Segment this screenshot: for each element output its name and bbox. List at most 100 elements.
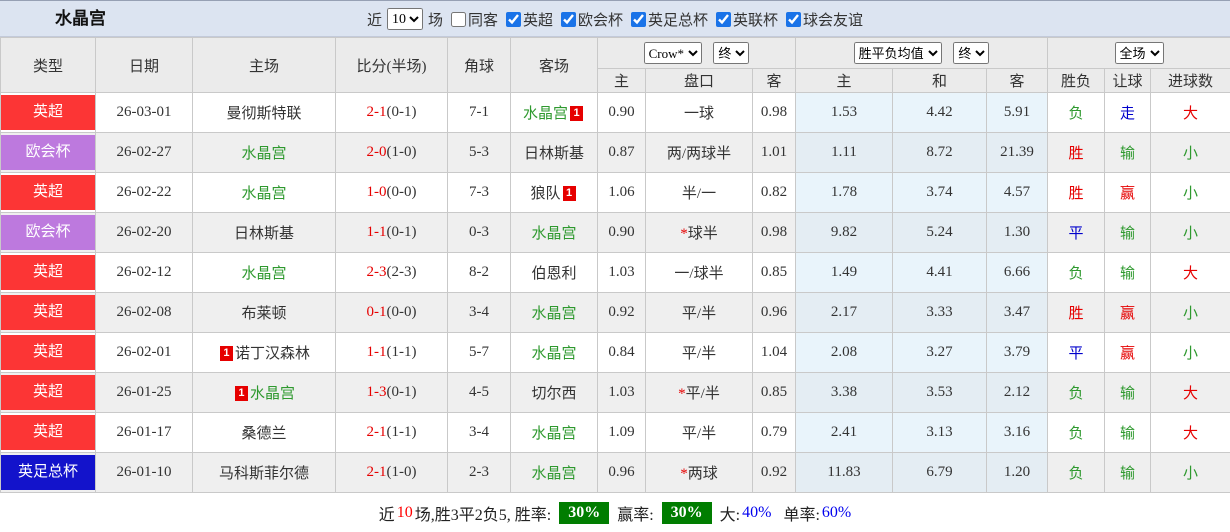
handicap-text: 球半 xyxy=(688,226,718,242)
same-away-checkbox[interactable] xyxy=(451,12,466,27)
full-time-score: 2-3 xyxy=(367,264,387,280)
full-time-score: 2-1 xyxy=(367,424,387,440)
header-home: 主场 xyxy=(193,38,336,93)
handicap-odds-away: 1.01 xyxy=(753,133,796,173)
league-badge: 英超 xyxy=(1,335,95,370)
away-team-name: 水晶宫 xyxy=(531,306,576,322)
top-bar: 水晶宫 近 10 场 同客 英超 欧会杯 英足总杯 英联杯 球会友谊 xyxy=(0,0,1230,37)
handicap-odds-away: 1.04 xyxy=(753,333,796,373)
handicap-time-select[interactable]: 终 xyxy=(713,42,749,64)
corner-score: 3-4 xyxy=(448,293,511,333)
header-corner: 角球 xyxy=(448,38,511,93)
handicap-odds-away: 0.92 xyxy=(753,453,796,493)
league-cell: 英超 xyxy=(1,373,96,413)
full-time-score: 2-1 xyxy=(367,464,387,480)
handicap-result-indicator: 走 xyxy=(1105,93,1151,133)
red-card-badge: 1 xyxy=(563,186,576,201)
league-cell: 英超 xyxy=(1,253,96,293)
league-cell: 英超 xyxy=(1,293,96,333)
single-rate-label: 单率: xyxy=(783,501,819,525)
match-row: 英超 26-02-12 水晶宫 2-3(2-3) 8-2 伯恩利 1.03 一/… xyxy=(1,253,1230,293)
avg-odds-draw: 4.42 xyxy=(893,93,987,133)
filter-same-away[interactable]: 同客 xyxy=(445,9,498,30)
half-time-score: (0-1) xyxy=(387,224,417,240)
score-cell: 2-1(0-1) xyxy=(336,93,448,133)
league-cup-checkbox[interactable] xyxy=(716,12,731,27)
avg-odds-away: 5.91 xyxy=(987,93,1048,133)
filter-premier-league[interactable]: 英超 xyxy=(500,9,553,30)
star-marker: * xyxy=(680,466,688,482)
handicap-line: 两/两球半 xyxy=(646,133,753,173)
home-team: 日林斯基 xyxy=(193,213,336,253)
away-team-name: 水晶宫 xyxy=(523,106,568,122)
handicap-result-indicator: 赢 xyxy=(1105,333,1151,373)
friendly-checkbox[interactable] xyxy=(786,12,801,27)
match-date: 26-02-20 xyxy=(96,213,193,253)
handicap-odds-home: 0.90 xyxy=(598,93,646,133)
home-team-name: 马科斯菲尔德 xyxy=(219,466,309,482)
handicap-result-indicator: 赢 xyxy=(1105,293,1151,333)
avg-odds-draw: 3.27 xyxy=(893,333,987,373)
half-time-score: (1-1) xyxy=(387,344,417,360)
fa-cup-checkbox[interactable] xyxy=(631,12,646,27)
scope-select[interactable]: 全场 xyxy=(1115,42,1164,64)
avg-odds-away: 21.39 xyxy=(987,133,1048,173)
league-badge: 英足总杯 xyxy=(1,455,95,490)
league-cell: 英超 xyxy=(1,413,96,453)
away-team-name: 狼队 xyxy=(530,186,560,202)
subheader-handicap-result: 让球 xyxy=(1105,69,1151,93)
conference-league-checkbox[interactable] xyxy=(561,12,576,27)
full-time-score: 1-1 xyxy=(367,344,387,360)
subheader-handicap-away: 客 xyxy=(753,69,796,93)
score-cell: 2-1(1-1) xyxy=(336,413,448,453)
avg-time-select[interactable]: 终 xyxy=(953,42,989,64)
premier-league-checkbox[interactable] xyxy=(506,12,521,27)
avg-odds-draw: 3.33 xyxy=(893,293,987,333)
summary-prefix: 近 xyxy=(379,501,395,525)
home-team: 水晶宫 xyxy=(193,173,336,213)
corner-score: 2-3 xyxy=(448,453,511,493)
score-cell: 1-1(0-1) xyxy=(336,213,448,253)
home-team: 曼彻斯特联 xyxy=(193,93,336,133)
avg-odds-select[interactable]: 胜平负均值 xyxy=(854,42,942,64)
home-team: 桑德兰 xyxy=(193,413,336,453)
corner-score: 4-5 xyxy=(448,373,511,413)
avg-odds-draw: 3.53 xyxy=(893,373,987,413)
score-cell: 1-3(0-1) xyxy=(336,373,448,413)
filter-friendly[interactable]: 球会友谊 xyxy=(780,9,863,30)
league-badge: 英超 xyxy=(1,415,95,450)
odds-company-select[interactable]: Crow* xyxy=(644,42,702,64)
avg-odds-home: 1.53 xyxy=(796,93,893,133)
page-title: 水晶宫 xyxy=(55,1,106,37)
corner-score: 5-3 xyxy=(448,133,511,173)
filter-conference-league[interactable]: 欧会杯 xyxy=(555,9,623,30)
handicap-rate-label: 赢率: xyxy=(617,501,653,525)
match-date: 26-01-10 xyxy=(96,453,193,493)
full-time-score: 1-1 xyxy=(367,224,387,240)
match-date: 26-02-12 xyxy=(96,253,193,293)
goals-result-indicator: 小 xyxy=(1151,213,1230,253)
score-cell: 2-1(1-0) xyxy=(336,453,448,493)
home-team: 马科斯菲尔德 xyxy=(193,453,336,493)
filter-fa-cup[interactable]: 英足总杯 xyxy=(625,9,708,30)
handicap-odds-home: 1.09 xyxy=(598,413,646,453)
away-team-name: 水晶宫 xyxy=(531,426,576,442)
avg-odds-home: 2.41 xyxy=(796,413,893,453)
filter-label: 英足总杯 xyxy=(648,9,708,30)
league-cell: 英足总杯 xyxy=(1,453,96,493)
filter-league-cup[interactable]: 英联杯 xyxy=(710,9,778,30)
big-rate-label: 大: xyxy=(720,501,740,525)
full-time-score: 0-1 xyxy=(367,304,387,320)
handicap-text: 平/半 xyxy=(682,426,716,442)
handicap-result-indicator: 输 xyxy=(1105,453,1151,493)
avg-odds-away: 3.79 xyxy=(987,333,1048,373)
corner-score: 0-3 xyxy=(448,213,511,253)
handicap-line: 一球 xyxy=(646,93,753,133)
avg-odds-away: 6.66 xyxy=(987,253,1048,293)
recent-count-select[interactable]: 10 xyxy=(387,8,423,30)
goals-result-indicator: 小 xyxy=(1151,133,1230,173)
avg-odds-draw: 6.79 xyxy=(893,453,987,493)
handicap-result-indicator: 输 xyxy=(1105,253,1151,293)
